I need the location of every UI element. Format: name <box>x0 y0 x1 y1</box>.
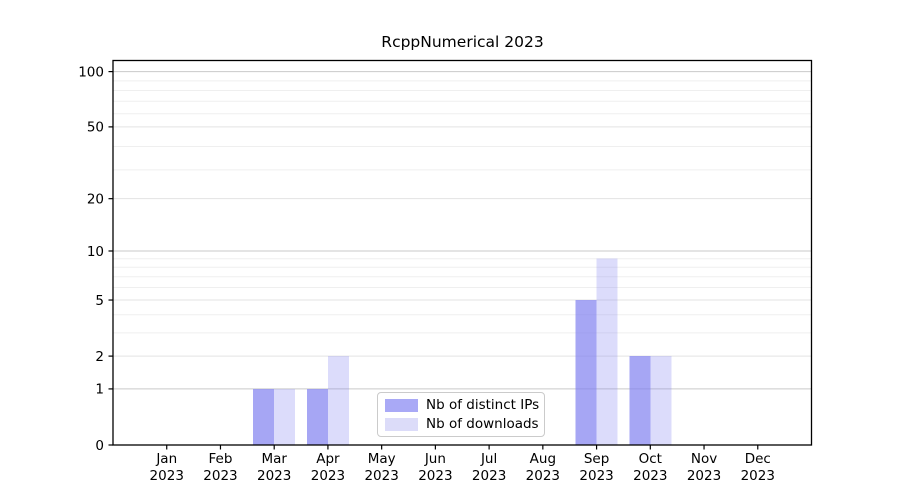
bar-downloads <box>327 356 349 445</box>
x-tick-label-month: Oct <box>639 451 662 467</box>
legend-label-downloads: Nb of downloads <box>426 416 539 432</box>
y-tick-label: 1 <box>95 382 104 398</box>
x-tick-label-year: 2023 <box>257 468 291 484</box>
x-tick-label-year: 2023 <box>687 468 721 484</box>
bar-downloads <box>650 356 672 445</box>
x-tick-label-year: 2023 <box>472 468 506 484</box>
x-tick-label-month: Jul <box>480 451 497 467</box>
x-tick-label-year: 2023 <box>311 468 345 484</box>
bar-distinct-ips <box>253 388 275 445</box>
bar-distinct-ips <box>306 388 328 445</box>
y-tick-label: 5 <box>95 293 104 309</box>
x-tick-label-month: May <box>368 451 396 467</box>
x-tick-label-year: 2023 <box>150 468 184 484</box>
legend-swatch-downloads <box>385 417 418 431</box>
x-tick-label-month: Mar <box>261 451 287 467</box>
x-tick-label-month: Apr <box>316 451 340 467</box>
x-tick-label-month: Aug <box>530 451 556 467</box>
x-tick-label-year: 2023 <box>418 468 452 484</box>
x-tick-label-year: 2023 <box>579 468 613 484</box>
y-tick-label: 2 <box>95 349 104 365</box>
x-tick-label-year: 2023 <box>526 468 560 484</box>
x-tick-label-year: 2023 <box>203 468 237 484</box>
legend-item-downloads: Nb of downloads <box>385 416 544 432</box>
x-tick-label-year: 2023 <box>633 468 667 484</box>
x-tick-label-month: Sep <box>584 451 609 467</box>
y-tick-label: 50 <box>87 120 104 136</box>
x-tick-label-month: Feb <box>209 451 233 467</box>
x-tick-label-month: Nov <box>691 451 717 467</box>
plot-border <box>112 59 813 446</box>
legend-swatch-distinct-ips <box>385 398 418 412</box>
y-tick-label: 20 <box>87 191 104 207</box>
y-tick-label: 10 <box>87 244 104 260</box>
x-tick-label-month: Jun <box>424 451 446 467</box>
chart-title: RcppNumerical 2023 <box>381 33 544 51</box>
bar-distinct-ips <box>575 300 597 445</box>
bar-distinct-ips <box>629 356 651 445</box>
y-tick-label: 0 <box>95 438 104 454</box>
x-tick-label-month: Dec <box>745 451 771 467</box>
bar-downloads <box>274 388 296 445</box>
legend-label-distinct-ips: Nb of distinct IPs <box>426 397 540 413</box>
bar-downloads <box>596 258 618 445</box>
y-tick-label: 100 <box>78 64 104 80</box>
legend-item-distinct-ips: Nb of distinct IPs <box>385 397 544 413</box>
x-tick-label-year: 2023 <box>741 468 775 484</box>
legend: Nb of distinct IPs Nb of downloads <box>377 392 545 437</box>
x-tick-label-year: 2023 <box>364 468 398 484</box>
x-tick-label-month: Jan <box>155 451 177 467</box>
